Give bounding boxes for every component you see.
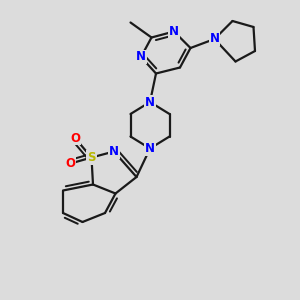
Text: S: S	[87, 151, 96, 164]
Text: N: N	[145, 95, 155, 109]
Text: N: N	[209, 32, 220, 46]
Text: N: N	[145, 142, 155, 155]
Text: O: O	[70, 131, 80, 145]
Text: N: N	[109, 145, 119, 158]
Text: O: O	[65, 157, 76, 170]
Text: N: N	[169, 25, 179, 38]
Text: N: N	[136, 50, 146, 64]
